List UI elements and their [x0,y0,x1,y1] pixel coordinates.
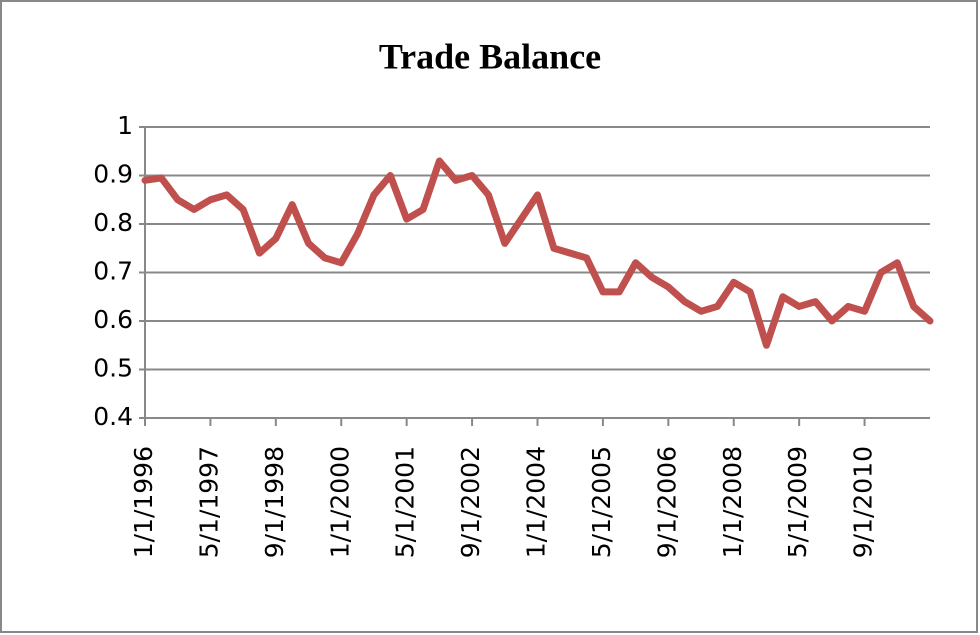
y-tick-label: 1 [117,111,133,140]
y-tick-label: 0.4 [93,402,133,431]
x-tick-label: 1/1/1996 [129,446,158,558]
x-tick-label: 5/1/1997 [194,446,223,558]
x-tick-label: 5/1/2005 [587,446,616,558]
y-tick-label: 0.6 [93,305,133,334]
x-tick-label: 5/1/2001 [391,446,420,558]
x-tick-label: 1/1/2000 [325,446,354,558]
x-tick-label: 5/1/2009 [783,446,812,558]
chart-title: Trade Balance [379,36,601,76]
y-tick-label: 0.9 [93,160,133,189]
data-line [141,157,934,349]
y-tick-label: 0.5 [93,354,133,383]
y-tick-label: 0.7 [93,257,133,286]
y-tick-label: 0.8 [93,208,133,237]
x-tick-label: 1/1/2004 [522,446,551,558]
x-tick-label: 1/1/2008 [718,446,747,558]
x-tick-label: 9/1/2006 [652,446,681,558]
x-tick-label: 9/1/2002 [456,446,485,558]
x-tick-label: 9/1/2010 [849,446,878,558]
x-tick-label: 9/1/1998 [260,446,289,558]
